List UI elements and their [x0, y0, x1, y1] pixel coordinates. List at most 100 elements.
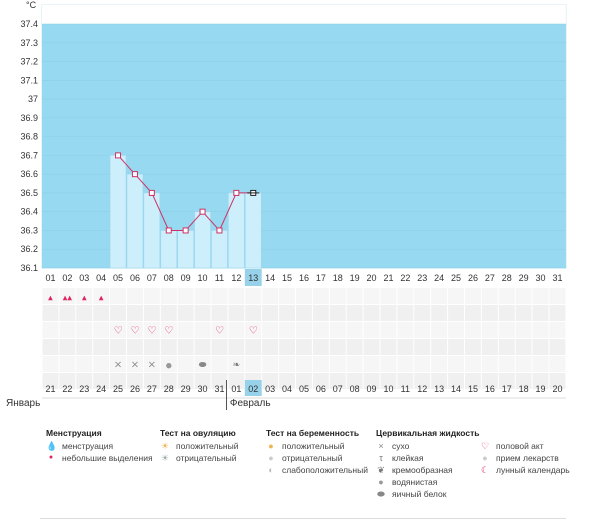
marker-cell [346, 288, 363, 304]
marker-cell [448, 356, 464, 372]
circle-negative-icon: ● [268, 453, 274, 463]
marker-cell [228, 322, 245, 338]
marker-cell [498, 322, 515, 338]
drop-gray-icon: ● [378, 477, 384, 487]
marker-cell [498, 288, 515, 304]
legend-label: прием лекарств [496, 453, 559, 463]
sun-negative-icon: ☀ [160, 453, 170, 463]
legend-label: менструация [62, 441, 114, 451]
marker-cell [397, 305, 414, 321]
marker-cell [296, 288, 312, 304]
y-axis-unit: °C [26, 0, 37, 10]
legend-label: лунный календарь [496, 465, 570, 475]
legend-menstruation-light: ● небольшие выделения [46, 453, 153, 463]
marker-cell [431, 322, 448, 338]
drop-light-icon: ▲ [82, 295, 87, 302]
legend-label: клейкая [392, 453, 424, 463]
marker-cell [76, 373, 93, 389]
marker-cell [296, 339, 312, 355]
marker-cell [262, 356, 279, 372]
y-tick-label: 36.2 [20, 244, 38, 254]
legend-pregnancy-weak: ◐ слабоположительный [266, 465, 368, 475]
marker-cell [110, 288, 126, 304]
temperature-bar [177, 230, 194, 269]
calendar-date-label: 07 [333, 384, 343, 394]
marker-cell [532, 305, 549, 321]
marker-cell [431, 373, 448, 389]
cycle-day-label: 08 [164, 273, 174, 283]
cycle-day-label: 04 [96, 273, 106, 283]
marker-cell [211, 305, 228, 321]
marker-cell [127, 356, 143, 372]
drop-gray-icon: ● [166, 362, 172, 370]
marker-cell [177, 288, 194, 304]
y-tick-label: 36.5 [20, 188, 38, 198]
marker-cell [194, 356, 211, 372]
marker-cell [296, 305, 312, 321]
marker-cell [211, 288, 228, 304]
marker-cell [549, 322, 566, 338]
marker-cell [414, 373, 431, 389]
marker-cell [76, 339, 93, 355]
legend-menstruation-title: Менструация [46, 428, 102, 438]
y-tick-labels: 37.4 37.3 37.2 37.1 37 36.9 36.8 36.7 36.6 36.5 36… [20, 19, 38, 273]
circle-positive-icon: ● [268, 441, 274, 451]
marker-cell [160, 373, 177, 389]
marker-cell [228, 288, 245, 304]
data-point [165, 227, 172, 234]
marker-cell [363, 322, 380, 338]
month-separator [225, 380, 227, 410]
marker-cell [515, 339, 532, 355]
marker-cell [414, 322, 431, 338]
marker-cell [481, 373, 498, 389]
legend-lunar: ☾ лунный календарь [480, 465, 570, 475]
marker-cell [245, 288, 262, 304]
marker-cell [329, 339, 346, 355]
calendar-date-label: 24 [96, 384, 106, 394]
marker-cell [177, 339, 194, 355]
marker-cell [481, 288, 498, 304]
legend-medication: ● прием лекарств [480, 453, 559, 463]
calendar-date-label: 18 [519, 384, 529, 394]
marker-cell [549, 373, 566, 389]
marker-cell [329, 356, 346, 372]
legend-pregnancy-negative: ● отрицательный [266, 453, 342, 463]
marker-cell [76, 288, 93, 304]
marker-cell [329, 288, 346, 304]
marker-cell [481, 322, 498, 338]
cycle-day-label: 12 [231, 273, 241, 283]
calendar-date-label: 31 [214, 384, 224, 394]
y-tick-label: 36.1 [20, 263, 38, 273]
marker-cell [380, 373, 397, 389]
today-highlight [244, 380, 262, 396]
marker-cell [127, 322, 143, 338]
calendar-date-label: 05 [299, 384, 309, 394]
heart-icon: ♡ [147, 326, 156, 337]
drop-heavy-icon: 💧 [46, 441, 58, 451]
marker-cell [245, 339, 262, 355]
calendar-date-label: 29 [181, 384, 191, 394]
legend-label: кремообразная [392, 465, 453, 475]
marker-cell [177, 373, 194, 389]
data-point [233, 189, 240, 196]
marker-cell [363, 373, 380, 389]
marker-cell [211, 373, 228, 389]
calendar-date-label: 14 [451, 384, 461, 394]
marker-cell [127, 305, 143, 321]
marker-cell [42, 288, 59, 304]
marker-cell [110, 305, 126, 321]
y-tick-label: 36.9 [20, 113, 38, 123]
marker-cell [414, 305, 431, 321]
marker-cell [481, 356, 498, 372]
calendar-date-label: 04 [282, 384, 292, 394]
marker-cell [143, 322, 160, 338]
marker-cell [127, 373, 143, 389]
marker-cell [279, 373, 295, 389]
calendar-date-label: 17 [502, 384, 512, 394]
marker-cell [194, 339, 211, 355]
cycle-day-label: 10 [198, 273, 208, 283]
y-tick-label: 37.1 [20, 75, 38, 85]
calendar-date-label: 20 [552, 384, 562, 394]
temperature-bar [109, 155, 127, 269]
marker-cell [397, 288, 414, 304]
